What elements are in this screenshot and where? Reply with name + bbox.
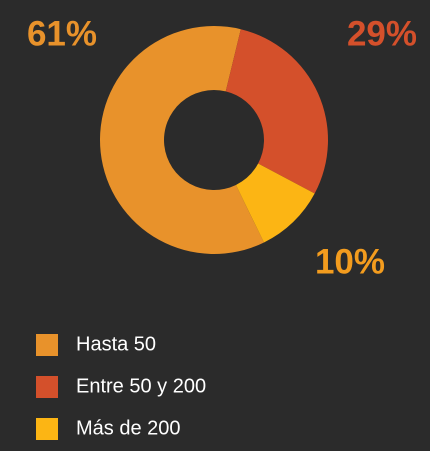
value-label: 10% [315,242,385,281]
legend-swatch [36,418,58,440]
value-label: 61% [27,14,97,53]
legend-swatch [36,334,58,356]
donut-slice [235,163,315,243]
legend-label: Más de 200 [76,417,181,439]
donut-slice [225,29,329,194]
value-label: 29% [347,14,417,53]
legend-label: Hasta 50 [76,333,156,355]
legend-swatch [36,376,58,398]
legend-label: Entre 50 y 200 [76,375,206,397]
donut-slice [99,25,264,254]
